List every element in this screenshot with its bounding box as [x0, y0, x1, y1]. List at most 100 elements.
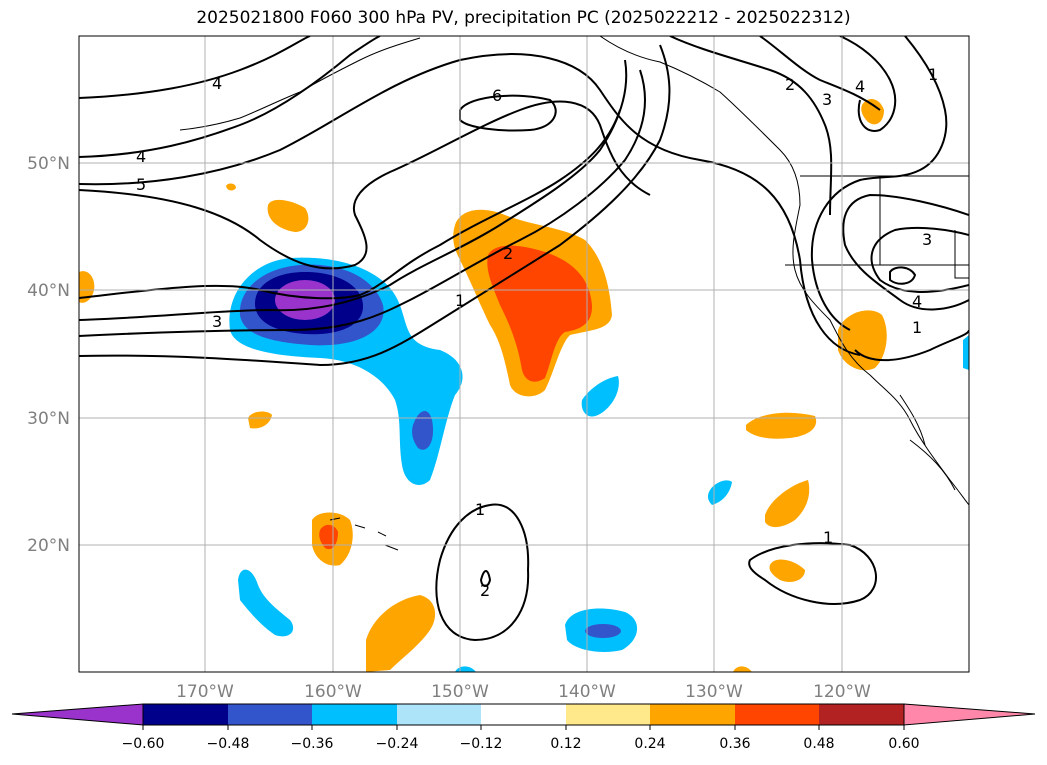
colorbar-tick-label: 0.36	[719, 736, 750, 752]
state-border	[785, 176, 969, 279]
pv-contour	[839, 36, 897, 132]
map-frame	[78, 35, 970, 673]
pv-contour	[79, 36, 381, 158]
colorbar-tick-label: 0.24	[634, 736, 665, 752]
pos-precip-region	[267, 199, 309, 232]
contour-labels: 4 4 5 6 3 2 1 3 2 4 1 3 4 1 1 2 1	[136, 65, 938, 600]
pv-contour	[79, 36, 311, 99]
pv-contour	[810, 36, 948, 331]
lat-label: 50°N	[27, 154, 70, 174]
pv-contour	[79, 53, 861, 356]
colorbar-extend-high	[903, 703, 1036, 726]
contour-label: 1	[823, 528, 833, 547]
pos-precip-region	[733, 666, 752, 672]
neg-precip-region	[581, 376, 619, 417]
lon-label: 150°W	[431, 682, 489, 702]
contour-label: 4	[212, 74, 222, 93]
pv-contours	[79, 36, 969, 642]
lon-labels: 170°W 160°W 150°W 140°W 130°W 120°W	[176, 682, 871, 702]
colorbar-tick-label: 0.48	[803, 736, 834, 752]
pos-precip-region	[765, 480, 810, 528]
lon-label: 140°W	[558, 682, 616, 702]
pos-precip-region	[79, 271, 95, 303]
contour-label: 3	[922, 230, 932, 249]
contour-label: 2	[503, 244, 513, 263]
pos-precip-region	[366, 595, 436, 672]
pv-contour	[842, 193, 969, 311]
colorbar-segment	[397, 704, 481, 725]
lat-label: 30°N	[27, 409, 70, 429]
pv-contour	[79, 69, 646, 337]
precip-shading	[79, 98, 969, 672]
contour-label: 2	[785, 75, 795, 94]
pos-precip-region	[861, 98, 884, 125]
colorbar-segment	[312, 704, 397, 725]
map-title: 2025021800 F060 300 hPa PV, precipitatio…	[196, 8, 851, 28]
contour-label: 3	[212, 312, 222, 331]
colorbar-tick-label: −0.24	[376, 736, 419, 752]
pv-contour	[435, 503, 530, 642]
pos-precip-region	[769, 559, 805, 582]
lat-label: 40°N	[27, 281, 70, 301]
pv-contour	[79, 100, 651, 270]
pv-contour	[748, 542, 877, 605]
lon-label: 120°W	[813, 682, 871, 702]
colorbar-extend-low	[11, 703, 144, 726]
pv-contour	[79, 44, 671, 367]
pv-contour	[870, 226, 969, 293]
contour-label: 1	[928, 65, 938, 84]
neg-precip-region	[412, 410, 434, 450]
colorbar-segment	[566, 704, 650, 725]
pv-contour	[759, 36, 881, 111]
neg-precip-region	[963, 335, 969, 370]
colorbar-ticks	[142, 725, 905, 730]
graticule	[79, 36, 969, 672]
colorbar-segment	[650, 704, 735, 725]
pv-contour	[459, 94, 557, 132]
contour-label: 1	[912, 318, 922, 337]
colorbar-segment	[481, 704, 566, 725]
colorbar-tick-label: 0.60	[888, 736, 919, 752]
contour-label: 2	[480, 581, 490, 600]
north-american-coast	[599, 36, 969, 506]
contour-label: 1	[455, 291, 465, 310]
lon-label: 170°W	[176, 682, 234, 702]
pos-precip-region	[248, 411, 272, 429]
colorbar-tick-label: −0.12	[460, 736, 503, 752]
colorbar-tick-label: 0.12	[550, 736, 581, 752]
neg-precip-region	[238, 569, 294, 637]
colorbar-tick-label: −0.48	[207, 736, 250, 752]
contour-label: 1	[475, 500, 485, 519]
pos-precip-region	[838, 310, 887, 371]
lon-label: 130°W	[685, 682, 743, 702]
borders	[785, 175, 969, 279]
neg-precip-core	[585, 624, 621, 638]
pv-contour	[889, 266, 917, 285]
contour-label: 6	[492, 86, 502, 105]
neg-precip-core	[275, 280, 335, 320]
colorbar-segment	[143, 704, 228, 725]
pv-contour	[479, 570, 492, 587]
pv-contour	[854, 329, 969, 362]
pos-precip-region	[226, 183, 236, 191]
pv-contour	[79, 59, 628, 321]
colorbar: −0.60 −0.48 −0.36 −0.24 −0.12 0.12 0.24 …	[11, 703, 1036, 752]
contour-label: 3	[822, 90, 832, 109]
contour-label: 4	[855, 77, 865, 96]
contour-label: 5	[136, 175, 146, 194]
lat-label: 20°N	[27, 536, 70, 556]
pv-contour	[79, 109, 621, 300]
contour-label: 4	[912, 292, 922, 311]
colorbar-segment	[819, 704, 904, 725]
colorbar-segment	[735, 704, 819, 725]
colorbar-tick-label: −0.60	[122, 736, 165, 752]
pv-contour	[669, 36, 833, 216]
contour-label: 4	[136, 147, 146, 166]
hawaii-islands	[329, 517, 399, 551]
colorbar-segment	[228, 704, 312, 725]
pos-precip-region	[487, 245, 593, 382]
lat-labels: 50°N 40°N 30°N 20°N	[27, 154, 70, 556]
lon-label: 160°W	[304, 682, 362, 702]
pos-precip-region	[746, 412, 817, 439]
